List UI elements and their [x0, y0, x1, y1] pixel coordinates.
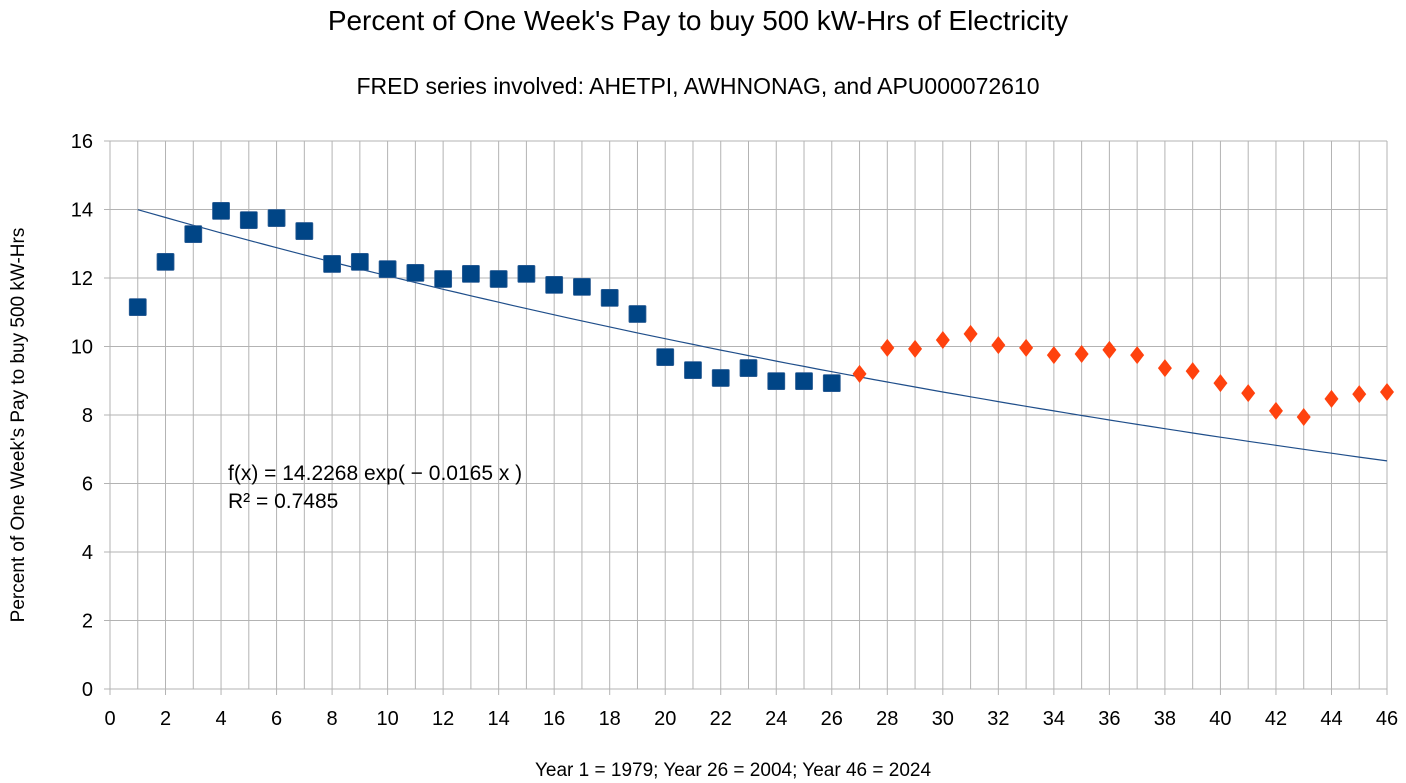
data-points [128, 201, 1394, 427]
x-tick-label: 14 [488, 708, 510, 730]
data-point-square [350, 253, 369, 271]
data-point-diamond [1046, 346, 1061, 365]
data-point-diamond [1380, 383, 1394, 402]
data-point-diamond [1185, 362, 1200, 381]
trendline-group [137, 209, 1388, 462]
data-point-diamond [1074, 345, 1089, 364]
x-tick-label: 24 [765, 708, 787, 730]
data-point-square [600, 288, 619, 307]
x-tick-label: 28 [876, 708, 898, 730]
data-point-diamond [991, 336, 1006, 355]
x-tick-label: 18 [599, 708, 621, 730]
x-tick-label: 36 [1098, 708, 1120, 730]
data-point-diamond [1213, 374, 1228, 393]
data-point-square [406, 263, 425, 282]
x-tick-label: 22 [710, 708, 732, 730]
gridlines [104, 140, 1388, 695]
data-point-square [517, 264, 536, 283]
y-tick-label: 10 [71, 337, 93, 359]
data-point-square [573, 278, 591, 296]
x-tick-label: 26 [821, 708, 843, 730]
y-tick-label: 16 [71, 131, 93, 153]
trendline-r-squared: R² = 0.7485 [228, 490, 338, 513]
data-point-diamond [852, 364, 867, 383]
data-point-square [267, 209, 286, 227]
x-tick-label: 46 [1376, 708, 1398, 730]
data-point-square [489, 270, 508, 288]
y-tick-label: 2 [82, 611, 93, 633]
y-tick-label: 12 [71, 268, 93, 290]
data-point-square [628, 305, 647, 323]
data-point-diamond [1241, 384, 1256, 403]
data-point-square [184, 225, 203, 244]
x-tick-label: 44 [1320, 708, 1342, 730]
data-point-square [656, 348, 675, 367]
data-point-diamond [880, 338, 895, 357]
x-tick-label: 8 [327, 708, 338, 730]
trendline-equation: f(x) = 14.2268 exp( − 0.0165 x ) [228, 462, 522, 485]
data-point-square [295, 222, 314, 240]
data-point-diamond [1019, 338, 1034, 357]
data-point-diamond [1352, 385, 1367, 404]
data-point-diamond [1296, 408, 1311, 427]
y-tick-label: 6 [82, 474, 93, 496]
data-point-square [711, 369, 730, 387]
data-point-square [545, 275, 564, 294]
y-axis-label: Percent of One Week's Pay to buy 500 kW-… [8, 228, 29, 623]
x-tick-label: 40 [1209, 708, 1231, 730]
data-point-diamond [1157, 359, 1172, 378]
data-point-square [212, 201, 230, 220]
x-tick-label: 10 [376, 708, 398, 730]
data-point-diamond [908, 339, 923, 358]
x-tick-label: 4 [215, 708, 226, 730]
data-point-square [822, 374, 841, 393]
data-point-square [434, 270, 453, 288]
x-tick-label: 6 [271, 708, 282, 730]
data-point-square [767, 372, 786, 390]
y-tick-label: 4 [82, 542, 93, 564]
data-point-diamond [1324, 389, 1339, 408]
data-point-square [128, 298, 147, 317]
y-tick-label: 14 [71, 200, 93, 222]
data-point-square [323, 255, 341, 273]
x-tick-label: 30 [932, 708, 954, 730]
data-point-square [684, 361, 702, 380]
y-tick-label: 8 [82, 405, 93, 427]
data-point-square [461, 264, 480, 283]
x-tick-label: 34 [1043, 708, 1065, 730]
chart-title: Percent of One Week's Pay to buy 500 kW-… [328, 5, 1068, 36]
x-tick-label: 42 [1265, 708, 1287, 730]
data-point-square [739, 359, 758, 377]
data-point-diamond [935, 330, 950, 349]
x-tick-label: 2 [160, 708, 171, 730]
x-tick-label: 32 [987, 708, 1009, 730]
data-point-diamond [1130, 346, 1145, 365]
data-point-square [156, 253, 175, 271]
data-point-square [378, 260, 397, 278]
x-tick-label: 16 [543, 708, 565, 730]
y-tick-label: 0 [82, 679, 93, 701]
x-tick-label: 20 [654, 708, 676, 730]
exponential-trendline [137, 209, 1388, 462]
data-point-diamond [1268, 401, 1283, 420]
x-tick-label: 38 [1154, 708, 1176, 730]
x-tick-label: 0 [104, 708, 115, 730]
chart-subtitle: FRED series involved: AHETPI, AWHNONAG, … [356, 73, 1039, 99]
x-axis-label: Year 1 = 1979; Year 26 = 2004; Year 46 =… [535, 760, 931, 781]
data-point-diamond [1102, 340, 1117, 359]
data-point-square [795, 372, 813, 390]
data-point-diamond [963, 324, 978, 343]
data-point-square [239, 211, 258, 230]
x-tick-label: 12 [432, 708, 454, 730]
